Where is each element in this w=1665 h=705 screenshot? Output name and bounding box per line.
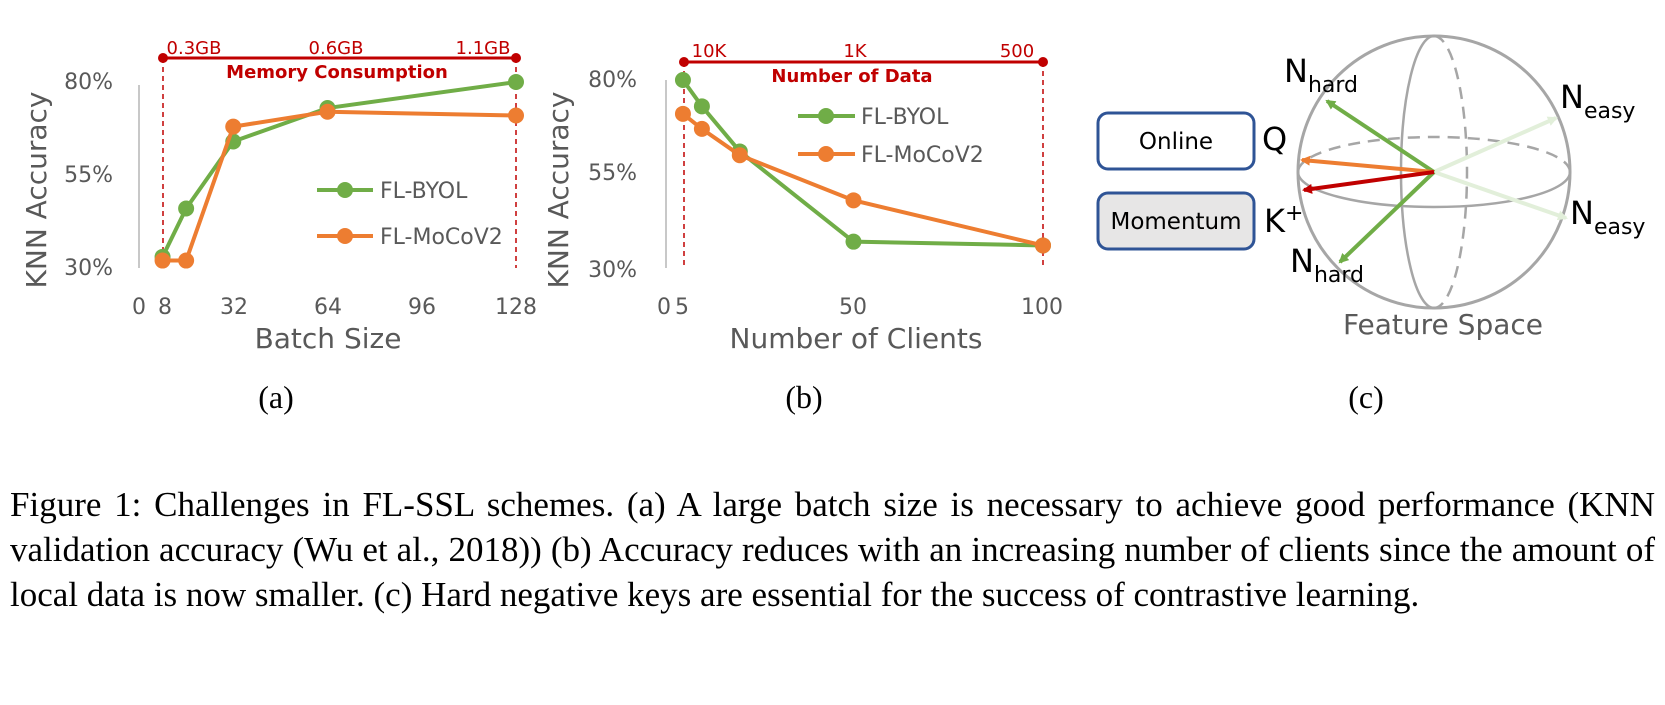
hard-negative-label-bottom: Nhard (1290, 242, 1364, 288)
figure-1: 0.3GB 0.6GB 1.1GB Memory Consumption 80%… (20, 34, 1645, 415)
hard-negative-arrow-top (1325, 99, 1436, 174)
hard-negative-arrow-bottom (1338, 170, 1436, 264)
y-axis-title: KNN Accuracy (20, 92, 53, 289)
legend-label-fl-mocov2: FL-MoCoV2 (380, 225, 503, 250)
sphere-equator-back (1296, 135, 1572, 173)
top-axis-label: 500 (1000, 41, 1034, 62)
data-point-fl-mocov2 (845, 192, 862, 209)
n-letter: N (1284, 52, 1308, 90)
query-label: Q (1262, 120, 1287, 158)
x-tick-label: 0 (132, 295, 146, 320)
x-axis-title: Number of Clients (730, 322, 983, 355)
hard-subscript: hard (1314, 263, 1364, 288)
data-point-fl-byol (178, 200, 195, 217)
easy-negative-label-top: Neasy (1560, 78, 1635, 124)
legend: FL-BYOL FL-MoCoV2 (317, 179, 503, 250)
panel-label-b: (b) (785, 379, 822, 415)
y-tick-label: 30% (64, 256, 113, 281)
data-point-fl-mocov2 (1035, 237, 1051, 254)
online-encoder-label: Online (1139, 129, 1213, 155)
n-letter: N (1290, 242, 1314, 280)
data-point-fl-byol (508, 74, 524, 90)
x-tick-label: 128 (495, 295, 537, 320)
data-point-fl-byol (845, 233, 862, 250)
x-tick-label: 32 (220, 295, 248, 320)
data-point-fl-mocov2 (731, 147, 748, 164)
legend: FL-BYOL FL-MoCoV2 (798, 105, 984, 168)
panel-c-diagram: Online Momentum Q K+ Nhard Nhard Neasy N… (1096, 34, 1645, 415)
feature-space-label: Feature Space (1343, 308, 1543, 341)
y-tick-label: 80% (588, 68, 637, 93)
figure-caption-text: Figure 1: Challenges in FL-SSL schemes. … (10, 485, 1655, 614)
panel-a-chart: 0.3GB 0.6GB 1.1GB Memory Consumption 80%… (20, 38, 537, 415)
legend-marker-fl-byol (818, 108, 834, 124)
top-axis-label: 1.1GB (456, 38, 511, 59)
legend-label-fl-mocov2: FL-MoCoV2 (861, 143, 984, 168)
data-point-fl-mocov2 (178, 252, 195, 269)
x-axis-title: Batch Size (255, 322, 402, 355)
positive-key-label: K+ (1264, 201, 1303, 240)
positive-key-letter: K (1264, 202, 1286, 240)
panel-label-c: (c) (1348, 379, 1384, 415)
easy-negative-arrow-top (1433, 116, 1558, 174)
series-line-fl-mocov2 (681, 112, 1044, 248)
series-group (154, 74, 524, 269)
top-axis-label: 0.6GB (309, 38, 364, 59)
n-letter: N (1570, 194, 1594, 232)
legend-label-fl-byol: FL-BYOL (380, 179, 468, 204)
momentum-encoder-label: Momentum (1110, 209, 1241, 235)
easy-negative-label-bottom: Neasy (1570, 194, 1645, 240)
data-point-fl-mocov2 (693, 120, 710, 137)
x-tick-label: 50 (839, 295, 867, 320)
x-tick-label: 0 (657, 295, 671, 320)
data-point-fl-byol (674, 72, 691, 88)
top-axis-label: 1K (843, 41, 867, 62)
panel-label-a: (a) (258, 379, 294, 415)
data-point-fl-mocov2 (225, 118, 242, 135)
legend-marker-fl-mocov2 (337, 228, 353, 244)
x-tick-label: 5 (675, 295, 689, 320)
n-letter: N (1560, 78, 1584, 116)
data-point-fl-mocov2 (508, 107, 524, 124)
hard-negative-label-top: Nhard (1284, 52, 1358, 98)
easy-subscript: easy (1584, 99, 1636, 124)
series-group (674, 72, 1051, 254)
y-tick-label: 55% (588, 161, 637, 186)
query-arrow (1300, 155, 1435, 174)
data-point-fl-mocov2 (674, 105, 691, 122)
panel-b-chart: 10K 1K 500 Number of Data 80% 55% 30% KN… (542, 41, 1063, 415)
y-tick-label: 80% (64, 70, 113, 95)
positive-key-arrow (1302, 170, 1435, 194)
hard-subscript: hard (1308, 73, 1358, 98)
data-point-fl-mocov2 (154, 252, 171, 269)
top-axis-label: 10K (692, 41, 728, 62)
data-point-fl-mocov2 (319, 103, 336, 120)
x-tick-label: 64 (314, 295, 342, 320)
y-axis-title: KNN Accuracy (542, 92, 575, 289)
figure-caption: Figure 1: Challenges in FL-SSL schemes. … (10, 482, 1655, 617)
easy-negative-arrow-bottom (1433, 170, 1568, 221)
top-axis-title: Number of Data (771, 66, 932, 87)
sphere-meridian-back (1433, 34, 1469, 310)
sphere-meridian-front (1399, 34, 1435, 310)
data-point-fl-byol (693, 98, 710, 115)
x-tick-label: 8 (158, 295, 172, 320)
y-tick-label: 30% (588, 258, 637, 283)
x-tick-label: 96 (408, 295, 436, 320)
y-tick-label: 55% (64, 163, 113, 188)
positive-key-sup: + (1285, 201, 1303, 226)
online-encoder-box (1096, 111, 1256, 171)
x-tick-label: 100 (1021, 295, 1063, 320)
top-axis-label: 0.3GB (167, 38, 222, 59)
momentum-encoder-box (1096, 191, 1256, 251)
top-axis-title: Memory Consumption (226, 62, 448, 83)
legend-marker-fl-byol (337, 182, 353, 198)
sphere-equator-front (1296, 171, 1572, 209)
legend-label-fl-byol: FL-BYOL (861, 105, 949, 130)
legend-marker-fl-mocov2 (818, 146, 834, 162)
easy-subscript: easy (1594, 215, 1646, 240)
